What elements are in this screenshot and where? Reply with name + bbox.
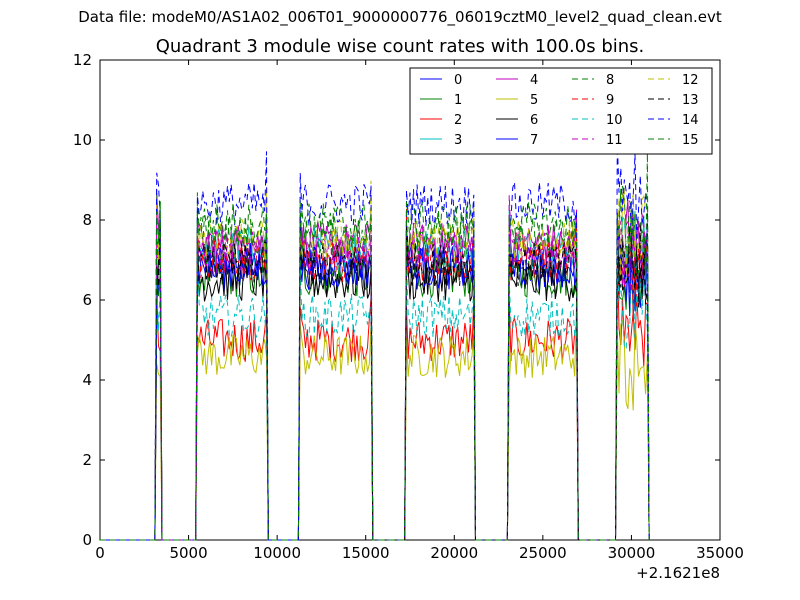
legend-label-8: 8: [606, 73, 614, 88]
series-lines: [100, 141, 650, 541]
y-tick-label: 4: [82, 371, 92, 389]
series-line-15: [100, 152, 650, 541]
legend-label-9: 9: [606, 93, 614, 108]
legend-label-5: 5: [530, 93, 538, 108]
axis-ticks: 0 5000 10000 15000 20000 25000 30000 35000 0 2 4 6 8…: [73, 51, 744, 562]
x-tick-label: 30000: [608, 544, 656, 562]
y-tick-label: 12: [73, 51, 92, 69]
y-tick-label: 6: [82, 291, 92, 309]
x-tick-label: 35000: [696, 544, 744, 562]
series-line-5: [100, 300, 650, 541]
legend-label-0: 0: [454, 73, 462, 88]
chart-title: Quadrant 3 module wise count rates with …: [155, 36, 645, 57]
series-line-14: [100, 141, 650, 541]
series-line-8: [100, 188, 650, 541]
legend-label-4: 4: [530, 73, 538, 88]
legend-label-3: 3: [454, 133, 462, 148]
y-tick-label: 0: [82, 531, 92, 549]
x-tick-label: 5000: [169, 544, 207, 562]
legend-label-12: 12: [682, 73, 699, 88]
x-tick-label: 20000: [430, 544, 478, 562]
series-line-12: [100, 180, 650, 541]
legend-label-15: 15: [682, 133, 699, 148]
legend-label-11: 11: [606, 133, 623, 148]
legend-label-14: 14: [682, 113, 699, 128]
legend-label-6: 6: [530, 113, 538, 128]
series-line-13: [100, 219, 650, 541]
x-tick-label: 25000: [519, 544, 567, 562]
legend-label-10: 10: [606, 113, 623, 128]
y-tick-label: 10: [73, 131, 92, 149]
x-tick-label: 0: [95, 544, 105, 562]
series-line-7: [100, 221, 650, 541]
data-file-title: Data file: modeM0/AS1A02_006T01_90000007…: [78, 8, 722, 26]
series-line-6: [100, 214, 650, 541]
x-tick-label: 15000: [342, 544, 390, 562]
y-tick-label: 2: [82, 451, 92, 469]
series-line-3: [100, 205, 650, 541]
x-offset-label: +2.1621e8: [636, 564, 720, 582]
series-line-1: [100, 213, 650, 541]
y-tick-label: 8: [82, 211, 92, 229]
series-line-11: [100, 195, 650, 541]
legend-label-13: 13: [682, 93, 699, 108]
legend-label-2: 2: [454, 113, 462, 128]
legend-box: [409, 67, 713, 155]
legend-label-7: 7: [530, 133, 538, 148]
series-line-10: [100, 259, 650, 541]
x-tick-label: 10000: [253, 544, 301, 562]
legend-label-1: 1: [454, 93, 462, 108]
